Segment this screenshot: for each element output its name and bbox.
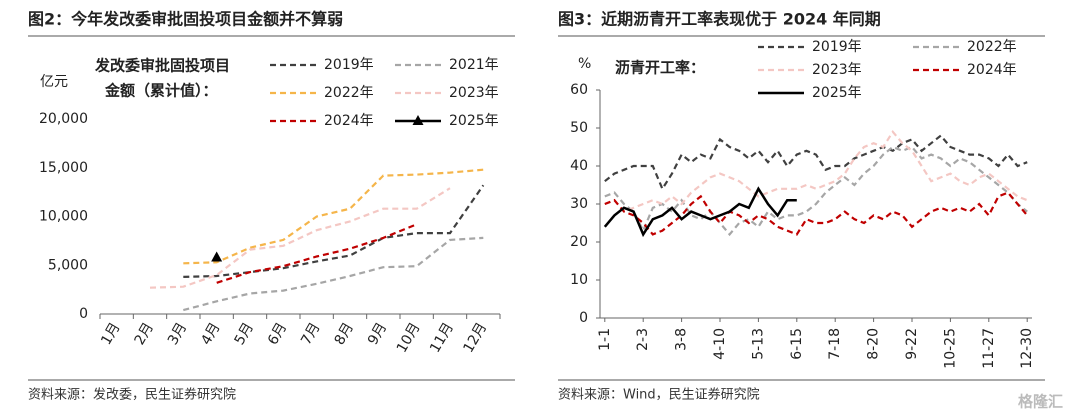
x-tick-label: 8月 (332, 320, 357, 348)
legend-label: 2019年 (812, 39, 862, 55)
y-tick-label: 0 (579, 310, 588, 326)
x-tick-label: 9-22 (904, 328, 920, 360)
x-tick-label: 2-3 (635, 328, 651, 351)
x-tick-label: 11-27 (981, 328, 997, 369)
legend-label: 2021年 (449, 57, 499, 73)
y-tick-label: 20,000 (39, 111, 88, 127)
x-tick-label: 8-20 (866, 328, 882, 360)
chart-title: 图2：今年发改委审批固投项目金额并不算弱 (28, 10, 343, 29)
series-line (183, 168, 484, 265)
series-line (183, 236, 484, 312)
annotation: 金额（累计值）： (104, 82, 218, 100)
legend-label: 2024年 (967, 62, 1017, 78)
y-axis-label: % (578, 56, 591, 72)
source: 资料来源：发改委，民生证券研究院 (28, 387, 236, 403)
x-tick-label: 1月 (98, 320, 123, 348)
y-tick-label: 15,000 (39, 160, 88, 176)
series-line (604, 134, 1028, 192)
x-tick-label: 12月 (460, 320, 490, 356)
annotation: 发改委审批固投项目 (94, 57, 230, 75)
x-tick-label: 12-30 (1019, 328, 1035, 369)
series-line (149, 187, 451, 289)
x-tick-label: 3-8 (674, 328, 690, 351)
series-line (603, 186, 797, 238)
series-line (604, 145, 1028, 237)
point-marker (211, 251, 223, 262)
watermark: 格隆汇 (1018, 393, 1063, 411)
x-tick-label: 10月 (394, 320, 424, 356)
legend-label: 2025年 (812, 85, 862, 101)
series-line (604, 191, 1029, 236)
x-tick-label: 4-10 (712, 328, 728, 360)
legend-marker (412, 115, 424, 125)
series-line (604, 129, 1028, 213)
x-tick-label: 5-13 (750, 328, 766, 360)
y-tick-label: 10 (570, 272, 588, 288)
y-tick-label: 0 (79, 306, 88, 322)
series-line (216, 223, 418, 284)
chart-title: 图3：近期沥青开工率表现优于 2024 年同期 (558, 10, 881, 29)
legend-label: 2022年 (967, 39, 1017, 55)
x-tick-label: 5月 (232, 320, 257, 348)
x-tick-label: 7月 (298, 320, 323, 348)
y-tick-label: 40 (570, 158, 588, 174)
legend-label: 2023年 (449, 85, 499, 101)
x-tick-label: 6-15 (789, 328, 805, 360)
y-tick-label: 50 (570, 120, 588, 136)
x-tick-label: 10-25 (942, 328, 958, 369)
annotation: 沥青开工率： (615, 59, 705, 77)
x-tick-label: 2月 (132, 320, 157, 348)
x-tick-label: 6月 (265, 320, 290, 348)
series-line (183, 184, 485, 278)
x-tick-label: 1-1 (597, 328, 613, 351)
legend-label: 2024年 (324, 113, 374, 129)
x-tick-label: 7-18 (827, 328, 843, 360)
source: 资料来源：Wind，民生证券研究院 (558, 387, 760, 403)
y-tick-label: 30 (570, 196, 588, 212)
legend-label: 2023年 (812, 62, 862, 78)
x-tick-label: 4月 (198, 320, 223, 348)
x-tick-label: 11月 (427, 320, 457, 356)
y-tick-label: 5,000 (48, 257, 88, 273)
x-tick-label: 9月 (365, 320, 390, 348)
y-tick-label: 60 (570, 82, 588, 98)
legend-label: 2019年 (324, 57, 374, 73)
y-tick-label: 20 (570, 234, 588, 250)
y-tick-label: 10,000 (39, 209, 88, 225)
legend-label: 2025年 (449, 113, 499, 129)
legend-label: 2022年 (324, 85, 374, 101)
y-axis-label: 亿元 (40, 74, 68, 90)
x-tick-label: 3月 (165, 320, 190, 348)
